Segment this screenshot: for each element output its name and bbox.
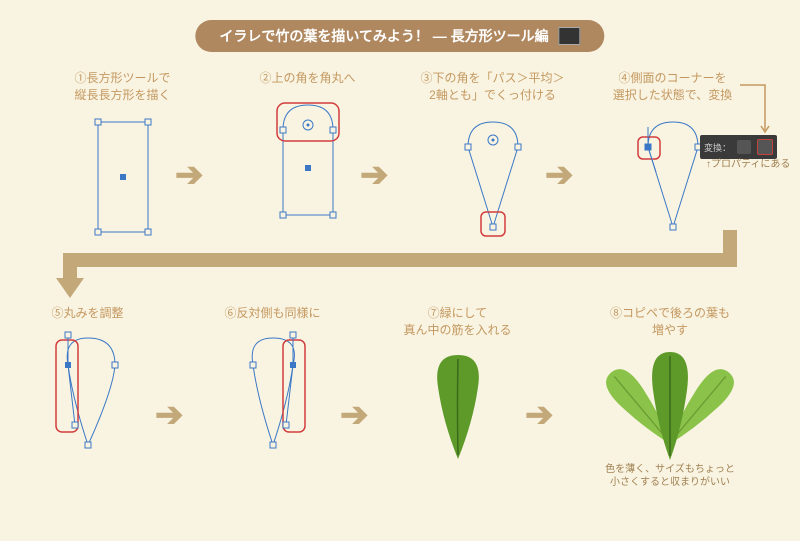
step-8-caption: 色を薄く、サイズもちょっと 小さくすると収まりがいい <box>570 463 770 489</box>
step-2-shape <box>263 95 353 225</box>
step-2: ②上の角を角丸へ <box>220 70 395 225</box>
arrow-1: ➔ <box>175 155 204 195</box>
rect-tool-icon <box>559 27 581 45</box>
step-7-label: ⑦緑にして 真ん中の筋を入れる <box>370 305 545 339</box>
step-8-label: ⑧コピペで後ろの葉も 増やす <box>570 305 770 339</box>
panel-note: ↑プロパティにある <box>706 158 790 171</box>
arrow-2: ➔ <box>360 155 389 195</box>
arrow-7: ➔ <box>525 395 554 435</box>
step-1-shape <box>78 112 168 242</box>
step-4-label: ④側面のコーナーを 選択した状態で、変換 <box>585 70 760 104</box>
step-4-shape <box>628 112 718 242</box>
step-5-shape <box>43 330 133 460</box>
step-1-label: ①長方形ツールで 縦長長方形を描く <box>35 70 210 104</box>
step-3-label: ③下の角を「パス＞平均＞ 2軸とも」でくっ付ける <box>405 70 580 104</box>
step-5-label: ⑤丸みを調整 <box>0 305 175 322</box>
step-7-shape <box>413 347 503 467</box>
step-8-shape <box>585 347 755 467</box>
step-2-label: ②上の角を角丸へ <box>220 70 395 87</box>
arrow-3: ➔ <box>545 155 574 195</box>
title-bar: イラレで竹の葉を描いてみよう！ ― 長方形ツール編 <box>195 20 604 52</box>
arrow-6: ➔ <box>340 395 369 435</box>
step-6-shape <box>228 330 318 460</box>
corner-icon-2-selected <box>757 139 773 155</box>
step-6: ⑥反対側も同様に <box>185 305 360 460</box>
step-7: ⑦緑にして 真ん中の筋を入れる <box>370 305 545 467</box>
step-6-label: ⑥反対側も同様に <box>185 305 360 322</box>
corner-icon-1 <box>737 140 751 154</box>
title-text: イラレで竹の葉を描いてみよう！ ― 長方形ツール編 <box>219 26 548 46</box>
step-5: ⑤丸みを調整 <box>0 305 175 460</box>
step-3-shape <box>448 112 538 242</box>
step4-connector <box>735 80 785 140</box>
step-8: ⑧コピペで後ろの葉も 増やす 色を薄く、サイズもちょっと 小さくすると収まりがい… <box>570 305 770 489</box>
arrow-5: ➔ <box>155 395 184 435</box>
panel-label: 変換： <box>704 141 731 154</box>
wrap-arrow <box>40 230 760 300</box>
